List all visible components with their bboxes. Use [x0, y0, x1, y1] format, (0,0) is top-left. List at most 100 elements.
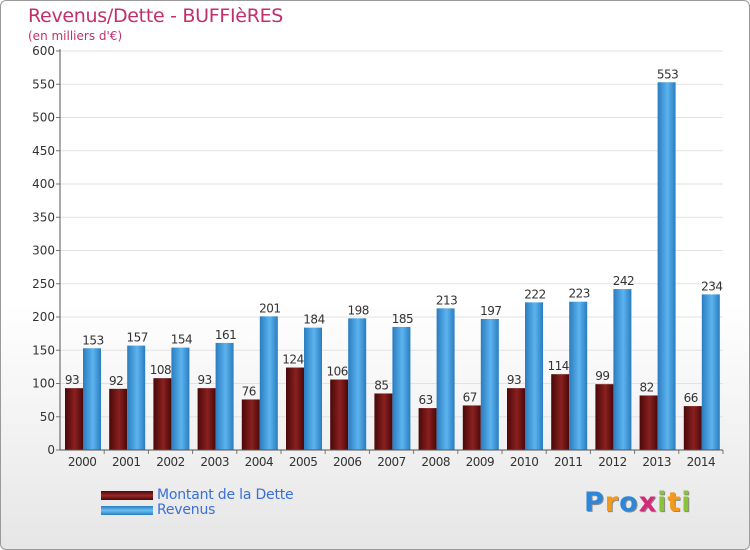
data-label-debt: 85 [374, 378, 388, 392]
data-label-debt: 66 [684, 391, 698, 405]
y-tick-label: 400 [32, 177, 55, 191]
bar-debt [286, 367, 304, 450]
data-label-revenue: 161 [215, 328, 236, 342]
bar-revenue [83, 348, 101, 450]
bar-debt [551, 374, 570, 450]
x-tick-label: 2000 [68, 455, 97, 469]
bar-revenue [127, 345, 146, 450]
logo-letter: P [584, 487, 605, 518]
logo-letter: r [604, 487, 620, 518]
data-label-revenue: 157 [126, 331, 147, 345]
bar-revenue [657, 82, 676, 450]
data-label-debt: 114 [547, 359, 568, 373]
data-label-debt: 93 [197, 373, 211, 387]
y-tick-label: 300 [32, 244, 55, 258]
x-tick-label: 2002 [156, 455, 185, 469]
data-label-revenue: 222 [524, 287, 545, 301]
x-tick-label: 2004 [245, 455, 274, 469]
logo-letter: t [667, 487, 682, 518]
y-tick-label: 50 [40, 410, 55, 424]
y-tick-label: 150 [32, 343, 55, 357]
bar-debt [639, 395, 658, 450]
x-tick-label: 2011 [554, 455, 583, 469]
data-label-debt: 76 [242, 384, 256, 398]
y-tick-label: 200 [32, 310, 55, 324]
y-tick-label: 0 [47, 443, 55, 457]
data-label-revenue: 213 [436, 293, 457, 307]
data-label-debt: 93 [65, 373, 79, 387]
y-tick-label: 100 [32, 377, 55, 391]
bar-debt [595, 384, 614, 450]
data-label-revenue: 234 [701, 279, 722, 293]
legend-label-revenue: Revenus [157, 502, 216, 518]
bar-debt [683, 406, 702, 450]
bar-debt [330, 379, 349, 450]
logo-letter: o [619, 487, 639, 518]
data-label-debt: 93 [507, 373, 521, 387]
x-tick-label: 2013 [642, 455, 671, 469]
data-label-revenue: 185 [392, 312, 413, 326]
logo-letter: i [681, 487, 692, 518]
data-label-revenue: 201 [259, 301, 280, 315]
bar-debt [418, 408, 437, 450]
y-tick-label: 500 [32, 111, 55, 125]
data-label-debt: 99 [595, 369, 609, 383]
y-tick-label: 450 [32, 144, 55, 158]
data-label-revenue: 553 [657, 67, 678, 81]
bar-debt [374, 393, 393, 450]
data-label-debt: 106 [326, 365, 347, 379]
data-label-revenue: 184 [303, 313, 324, 327]
bar-revenue [392, 326, 411, 450]
logo-letter: i [657, 487, 668, 518]
bar-debt [109, 388, 128, 450]
data-label-revenue: 223 [568, 287, 589, 301]
logo-letter: x [638, 487, 658, 518]
data-label-debt: 92 [109, 374, 123, 388]
bar-debt [462, 405, 481, 450]
data-label-debt: 82 [639, 380, 653, 394]
data-label-revenue: 153 [82, 333, 103, 347]
chart-title: Revenus/Dette - BUFFIèRES [28, 5, 284, 27]
bar-revenue [525, 302, 543, 450]
bar-revenue [613, 289, 632, 450]
bar-debt [197, 388, 216, 450]
y-tick-label: 350 [32, 210, 55, 224]
x-tick-label: 2007 [377, 455, 406, 469]
x-tick-label: 2008 [421, 455, 450, 469]
bar-revenue [436, 308, 455, 450]
data-label-debt: 124 [282, 353, 303, 367]
bar-revenue [701, 294, 720, 450]
legend-swatch-revenue [101, 505, 153, 515]
proxiti-logo: Proxiti [584, 487, 692, 518]
x-tick-label: 2012 [598, 455, 627, 469]
bar-revenue [304, 327, 322, 450]
data-label-revenue: 198 [347, 303, 368, 317]
bar-debt [65, 388, 83, 450]
data-label-debt: 67 [463, 390, 477, 404]
x-tick-label: 2014 [687, 455, 716, 469]
bar-revenue [259, 316, 278, 450]
data-label-debt: 63 [418, 393, 432, 407]
y-tick-label: 600 [32, 44, 55, 58]
chart-subtitle: (en milliers d'€) [28, 29, 123, 43]
bar-revenue [569, 301, 588, 450]
x-tick-label: 2010 [510, 455, 539, 469]
bar-debt [241, 399, 260, 450]
y-tick-label: 550 [32, 77, 55, 91]
legend-item-revenue: Revenus [101, 502, 215, 518]
data-label-revenue: 197 [480, 304, 501, 318]
bar-debt [507, 388, 525, 450]
legend-item-debt: Montant de la Dette [101, 487, 294, 503]
x-tick-label: 2005 [289, 455, 318, 469]
x-tick-label: 2003 [200, 455, 229, 469]
legend-label-debt: Montant de la Dette [157, 487, 294, 503]
bar-revenue [348, 318, 367, 450]
x-tick-label: 2009 [466, 455, 495, 469]
bar-revenue [215, 342, 234, 450]
legend-swatch-debt [101, 490, 153, 500]
bar-revenue [480, 318, 499, 450]
data-label-revenue: 154 [171, 333, 192, 347]
data-label-revenue: 242 [613, 274, 634, 288]
